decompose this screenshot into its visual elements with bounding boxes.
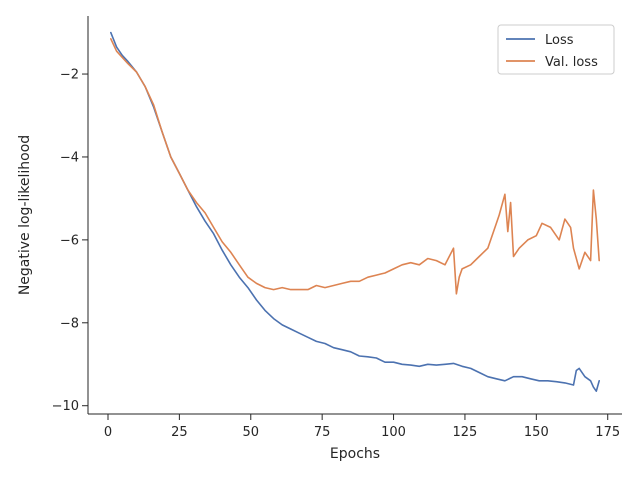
y-axis: −10 −8 −6 −4 −2 xyxy=(52,68,88,414)
x-tick-label: 25 xyxy=(171,425,188,440)
y-axis-label: Negative log-likelihood xyxy=(17,135,33,295)
legend-label-loss: Loss xyxy=(545,33,574,48)
y-tick-label: −4 xyxy=(60,150,79,165)
y-tick-label: −2 xyxy=(60,68,79,83)
plot-frame xyxy=(87,16,622,415)
x-tick-label: 125 xyxy=(453,425,478,440)
x-axis: 0 25 50 75 100 125 150 175 xyxy=(104,414,620,440)
y-tick-label: −8 xyxy=(60,316,79,331)
x-tick-label: 175 xyxy=(595,425,620,440)
series-line-val-loss xyxy=(110,37,601,295)
legend-label-val-loss: Val. loss xyxy=(545,55,598,70)
series-layer xyxy=(110,31,601,393)
x-tick-label: 0 xyxy=(104,425,112,440)
x-tick-label: 150 xyxy=(524,425,549,440)
legend: Loss Val. loss xyxy=(497,24,615,75)
y-tick-label: −6 xyxy=(60,233,79,248)
series-line-loss xyxy=(110,31,601,393)
x-tick-label: 50 xyxy=(242,425,259,440)
y-tick-label: −10 xyxy=(52,399,79,414)
x-axis-label: Epochs xyxy=(330,446,380,462)
x-tick-label: 75 xyxy=(314,425,331,440)
x-tick-label: 100 xyxy=(381,425,406,440)
